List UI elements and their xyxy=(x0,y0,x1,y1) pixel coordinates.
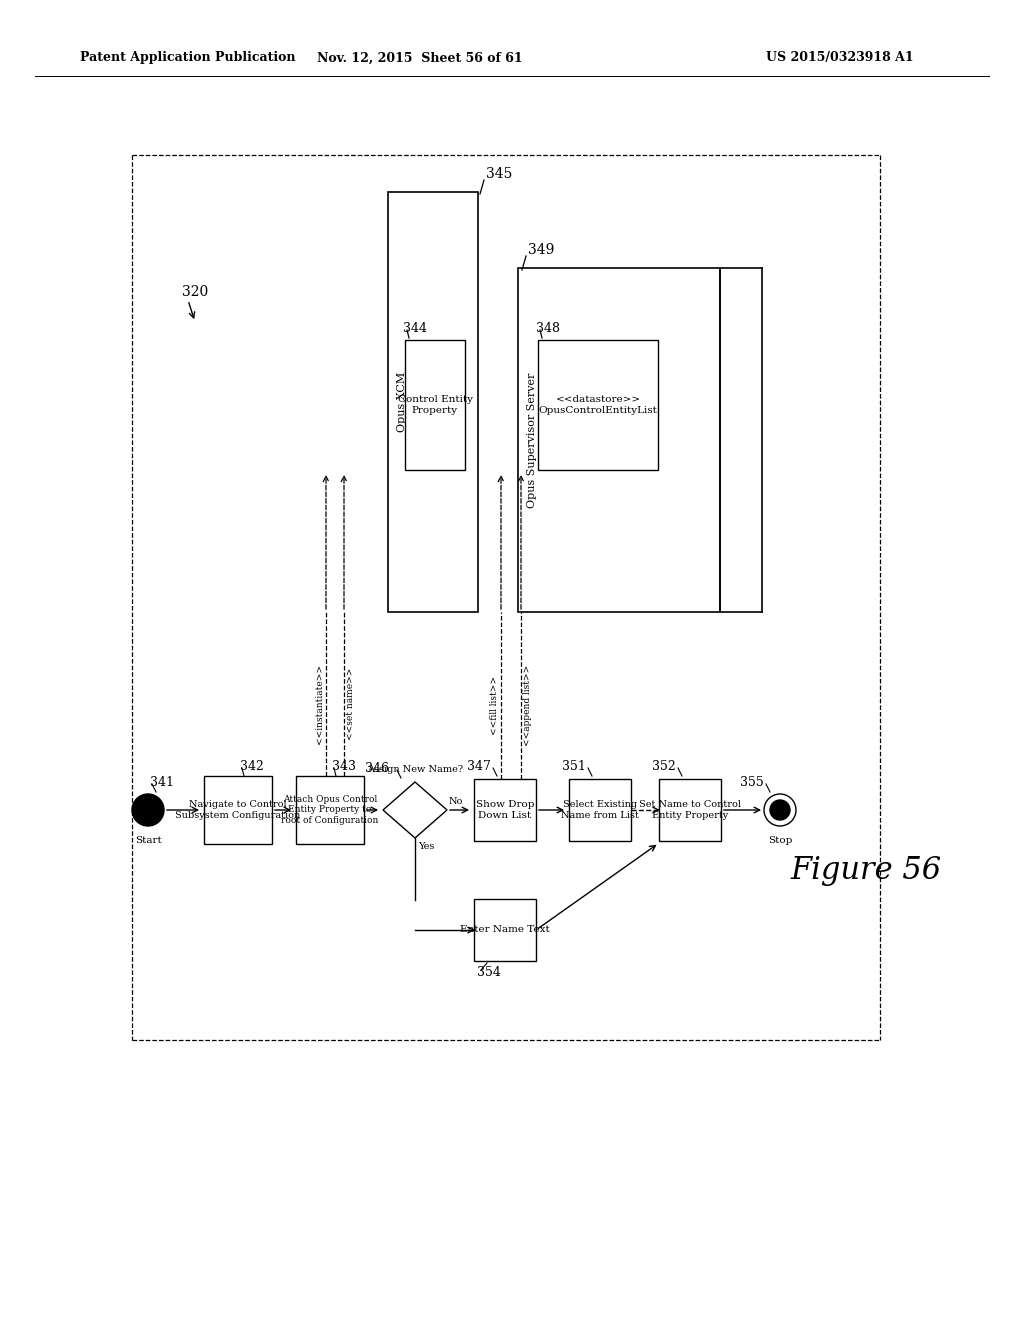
Circle shape xyxy=(132,795,164,826)
Polygon shape xyxy=(383,781,447,838)
Text: No: No xyxy=(449,797,464,807)
Bar xyxy=(388,191,478,612)
Circle shape xyxy=(764,795,796,826)
Text: 347: 347 xyxy=(467,759,490,772)
Bar xyxy=(296,776,364,843)
Bar xyxy=(474,899,536,961)
Text: US 2015/0323918 A1: US 2015/0323918 A1 xyxy=(766,51,913,65)
Bar xyxy=(569,779,631,841)
Text: Control Entity
Property: Control Entity Property xyxy=(397,395,472,414)
Text: 341: 341 xyxy=(150,776,174,788)
Text: Assign New Name?: Assign New Name? xyxy=(367,766,463,774)
Bar xyxy=(204,776,272,843)
Text: 320: 320 xyxy=(182,285,208,300)
Text: Enter Name Text: Enter Name Text xyxy=(460,925,550,935)
Text: <<set name>>: <<set name>> xyxy=(346,668,355,741)
Text: 342: 342 xyxy=(240,759,264,772)
Bar xyxy=(518,268,720,612)
Text: 355: 355 xyxy=(740,776,764,788)
Text: <<fill list>>: <<fill list>> xyxy=(490,676,499,735)
Text: <<append list>>: <<append list>> xyxy=(523,665,532,746)
Text: Show Drop
Down List: Show Drop Down List xyxy=(476,800,535,820)
Text: 349: 349 xyxy=(528,243,554,257)
Text: 354: 354 xyxy=(477,965,501,978)
Text: Start: Start xyxy=(134,836,162,845)
Text: 343: 343 xyxy=(332,759,356,772)
Text: Set Name to Control
Entity Property: Set Name to Control Entity Property xyxy=(639,800,741,820)
Text: Stop: Stop xyxy=(768,836,793,845)
Bar xyxy=(474,779,536,841)
Text: Attach Opus Control
Entity Property to
root of Configuration: Attach Opus Control Entity Property to r… xyxy=(282,795,379,825)
Text: 348: 348 xyxy=(536,322,560,334)
Bar xyxy=(659,779,721,841)
Circle shape xyxy=(770,800,790,820)
Bar xyxy=(538,341,658,470)
Text: Figure 56: Figure 56 xyxy=(790,854,941,886)
Text: Select Existing
Name from List: Select Existing Name from List xyxy=(561,800,639,820)
Text: 352: 352 xyxy=(652,759,676,772)
Text: Navigate to Control
Subsystem Configuration: Navigate to Control Subsystem Configurat… xyxy=(175,800,301,820)
Text: Opus Supervisor Server: Opus Supervisor Server xyxy=(527,372,537,508)
Text: <<datastore>>
OpusControlEntityList: <<datastore>> OpusControlEntityList xyxy=(539,395,657,414)
Text: 344: 344 xyxy=(403,322,427,334)
Text: Nov. 12, 2015  Sheet 56 of 61: Nov. 12, 2015 Sheet 56 of 61 xyxy=(317,51,523,65)
Bar xyxy=(406,341,465,470)
Text: Yes: Yes xyxy=(418,842,434,851)
Text: Opus XCM: Opus XCM xyxy=(397,372,407,432)
Text: 345: 345 xyxy=(486,168,512,181)
Text: <<instantiate>>: <<instantiate>> xyxy=(315,664,324,744)
Text: 346: 346 xyxy=(365,762,389,775)
Text: Patent Application Publication: Patent Application Publication xyxy=(80,51,296,65)
Text: 351: 351 xyxy=(562,759,586,772)
